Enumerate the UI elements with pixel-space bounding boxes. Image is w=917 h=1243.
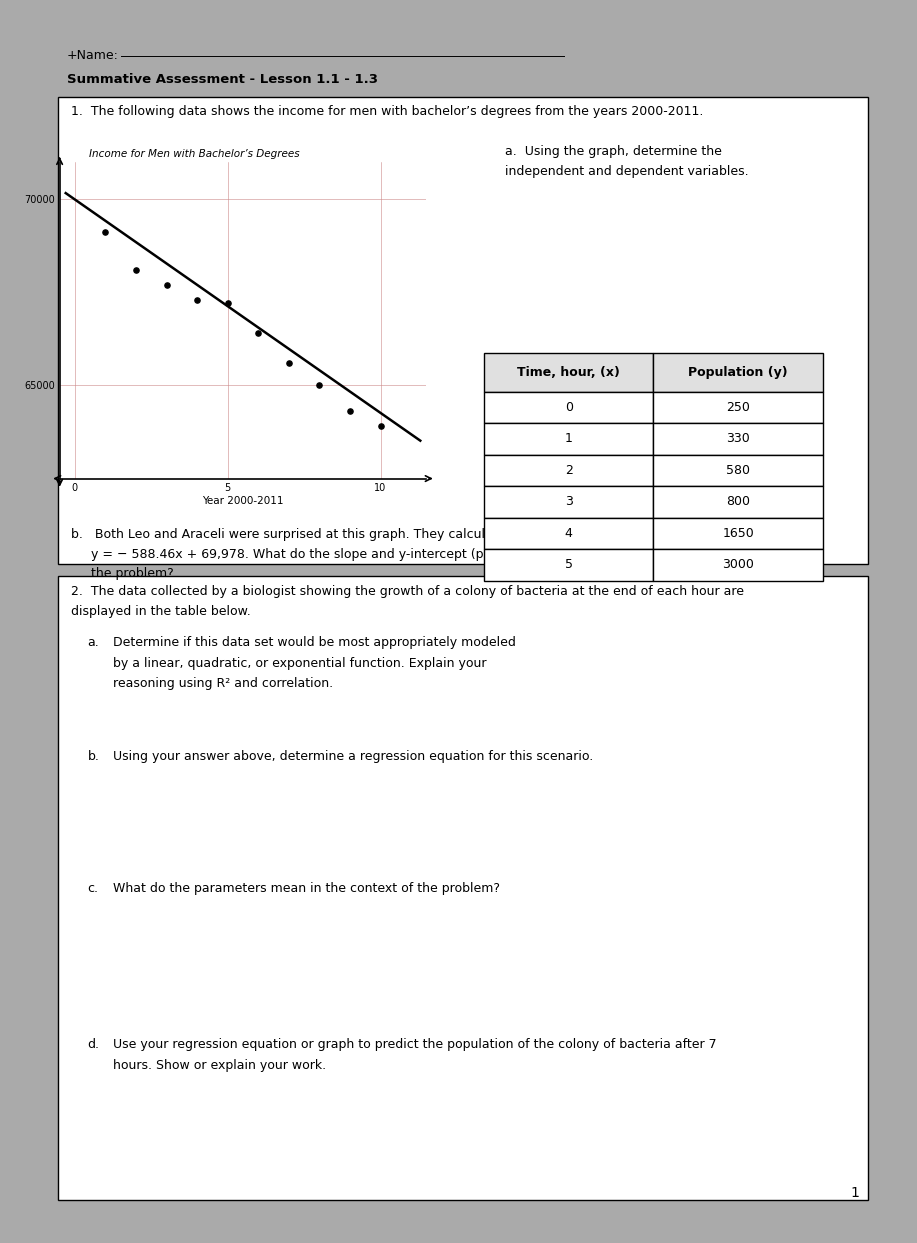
Text: displayed in the table below.: displayed in the table below. bbox=[71, 605, 250, 618]
Bar bbox=[58, 97, 868, 564]
Text: Income for Men with Bachelor’s Degrees: Income for Men with Bachelor’s Degrees bbox=[89, 149, 300, 159]
Text: d.: d. bbox=[88, 1038, 100, 1052]
Point bbox=[220, 293, 235, 313]
Text: independent and dependent variables.: independent and dependent variables. bbox=[505, 165, 749, 178]
Text: Use your regression equation or graph to predict the population of the colony of: Use your regression equation or graph to… bbox=[113, 1038, 716, 1052]
Text: Determine if this data set would be most appropriately modeled: Determine if this data set would be most… bbox=[113, 636, 516, 649]
Point bbox=[128, 260, 143, 280]
X-axis label: Year 2000-2011: Year 2000-2011 bbox=[203, 496, 283, 506]
Text: What do the parameters mean in the context of the problem?: What do the parameters mean in the conte… bbox=[113, 883, 500, 895]
Text: b.   Both Leo and Araceli were surprised at this graph. They calculated the regr: b. Both Leo and Araceli were surprised a… bbox=[71, 528, 686, 542]
Text: by a linear, quadratic, or exponential function. Explain your: by a linear, quadratic, or exponential f… bbox=[113, 656, 487, 670]
Text: reasoning using R² and correlation.: reasoning using R² and correlation. bbox=[113, 677, 333, 690]
Text: b.: b. bbox=[88, 751, 100, 763]
Point bbox=[343, 401, 358, 421]
Text: 1: 1 bbox=[851, 1186, 859, 1201]
Point bbox=[373, 416, 388, 436]
Text: c.: c. bbox=[88, 883, 99, 895]
Text: Using your answer above, determine a regression equation for this scenario.: Using your answer above, determine a reg… bbox=[113, 751, 593, 763]
Point bbox=[160, 275, 174, 295]
Text: hours. Show or explain your work.: hours. Show or explain your work. bbox=[113, 1059, 326, 1071]
Text: Summative Assessment - Lesson 1.1 - 1.3: Summative Assessment - Lesson 1.1 - 1.3 bbox=[67, 72, 378, 86]
Text: +Name:: +Name: bbox=[67, 48, 118, 62]
Text: the problem?: the problem? bbox=[71, 567, 173, 579]
Point bbox=[251, 323, 266, 343]
Text: 2.  The data collected by a biologist showing the growth of a colony of bacteria: 2. The data collected by a biologist sho… bbox=[71, 584, 744, 598]
Point bbox=[190, 290, 204, 310]
Text: y = − 588.46x + 69,978. What do the slope and y-intercept (parameters) mean in t: y = − 588.46x + 69,978. What do the slop… bbox=[71, 548, 700, 561]
Text: a.: a. bbox=[88, 636, 99, 649]
Point bbox=[98, 222, 113, 242]
Point bbox=[282, 353, 296, 373]
Bar bbox=[58, 577, 868, 1201]
Text: 1.  The following data shows the income for men with bachelor’s degrees from the: 1. The following data shows the income f… bbox=[71, 104, 703, 118]
Point bbox=[312, 375, 326, 395]
Text: a.  Using the graph, determine the: a. Using the graph, determine the bbox=[505, 144, 723, 158]
